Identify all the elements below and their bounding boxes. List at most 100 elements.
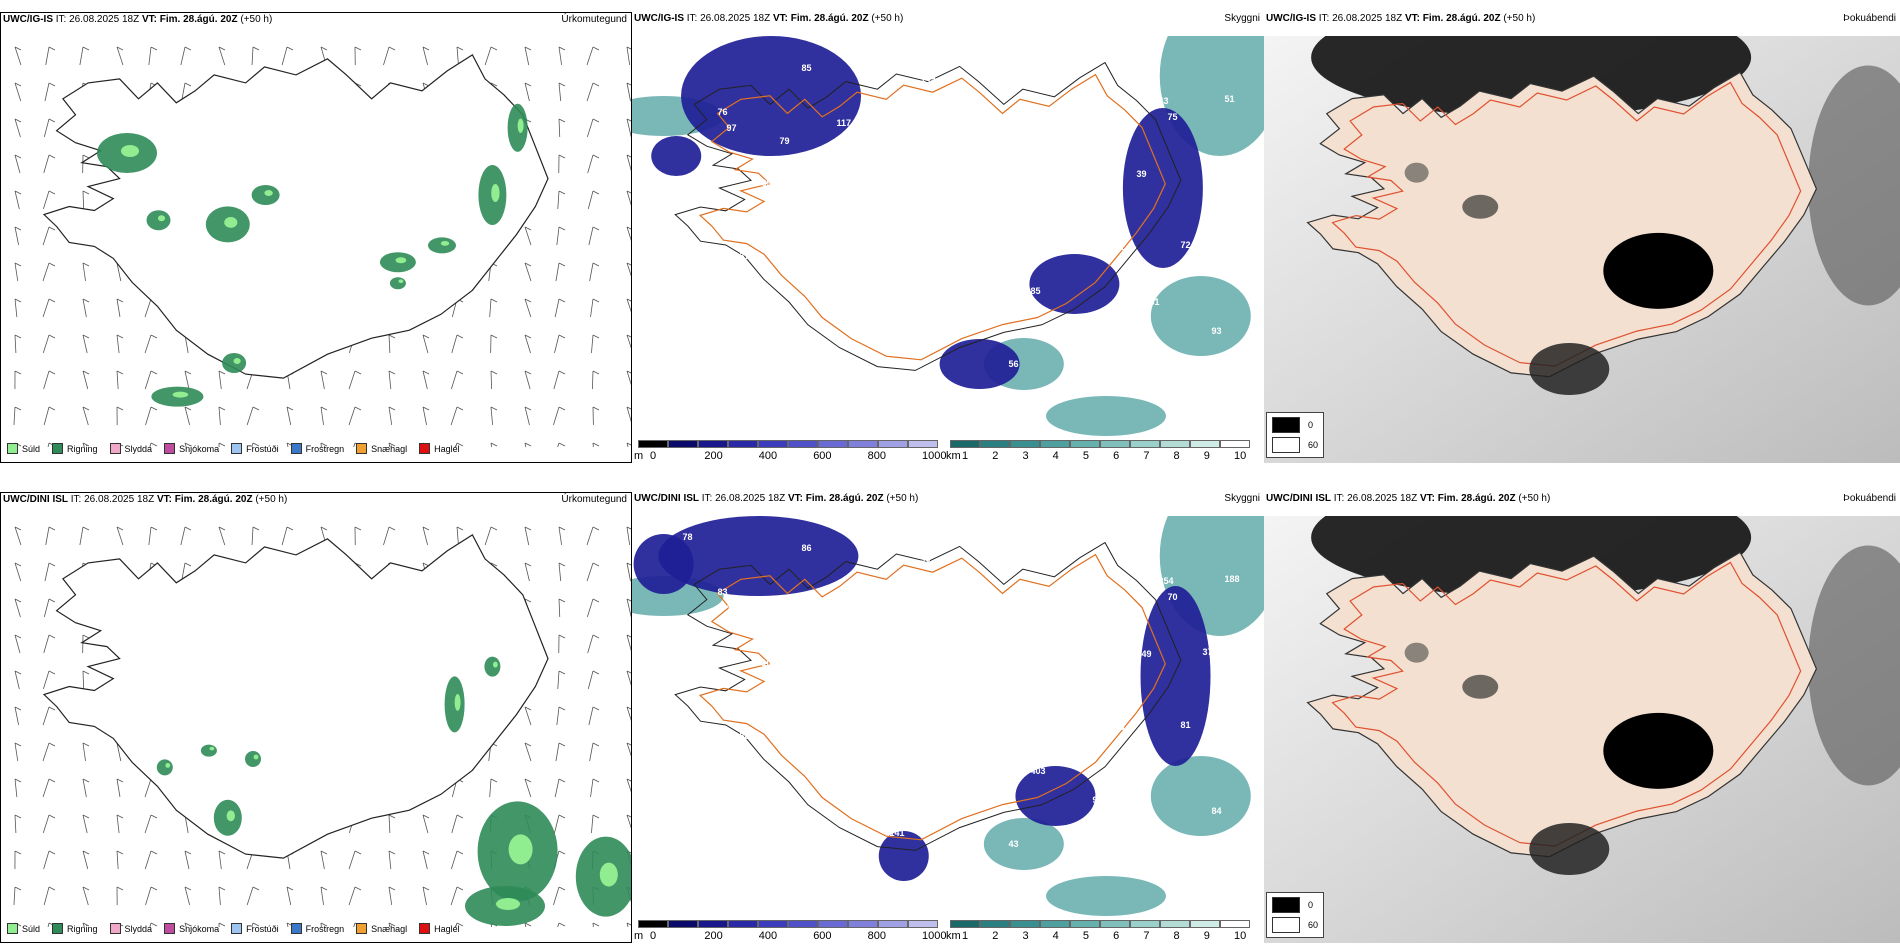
wind-barb-flag <box>150 334 158 339</box>
wind-barb-flag <box>490 442 498 447</box>
wind-barb <box>43 118 50 138</box>
wind-barb <box>149 922 152 927</box>
wind-barb <box>484 46 492 66</box>
wind-barb-flag <box>320 922 328 927</box>
rain-area <box>245 751 261 767</box>
ceiling-value-label: 153 <box>793 744 808 754</box>
ceiling-value-label: 76 <box>705 196 715 206</box>
wind-barb <box>553 886 560 906</box>
ceiling-value-label: 141 <box>890 828 905 838</box>
drizzle-area <box>226 810 235 822</box>
ceiling-value-label: 100 <box>762 658 777 668</box>
wind-barb-flag <box>558 742 566 747</box>
wind-barb-flag <box>252 442 260 447</box>
wind-barb-flag <box>82 670 90 675</box>
precip-legend-label: Frostúði <box>246 443 279 454</box>
wind-barb <box>184 406 191 426</box>
wind-barb-flag <box>388 46 396 51</box>
ceiling-value-label: 101 <box>1018 158 1033 168</box>
lead-time: (+50 h) <box>1503 13 1536 24</box>
wind-barb-flag <box>592 814 600 819</box>
wind-barb-flag <box>82 634 90 639</box>
wind-barb <box>553 370 560 390</box>
init-time: 26.08.2025 18Z <box>715 493 786 504</box>
wind-barb <box>47 922 50 927</box>
wind-barb-flag <box>320 370 328 375</box>
scale-color-step <box>1190 440 1220 448</box>
ceiling-value-label: 87 <box>859 262 869 272</box>
wind-barb-flag <box>82 190 90 195</box>
wind-barb-flag <box>14 562 22 567</box>
ceiling-value-label: 76 <box>718 107 728 117</box>
wind-barb <box>149 442 152 447</box>
ceiling-value-label: 70 <box>1168 592 1178 602</box>
precip-legend-item: Frostúði <box>231 923 279 934</box>
wind-barb-flag <box>388 814 396 819</box>
scale-tick-label: 10 <box>1234 930 1247 942</box>
rain-area <box>156 759 173 776</box>
ceiling-map: 78 87 118 117 143 70 79 86 91 92 96 137 107 73 90 99 85 8… <box>632 516 1264 916</box>
fog-legend-item: 60 <box>1272 437 1318 453</box>
wind-barb-flag <box>388 922 396 927</box>
panel-title-ceiling: Skyggni <box>1224 493 1260 504</box>
scale-color-step <box>668 440 698 448</box>
precip-legend-swatch <box>231 443 243 454</box>
precip-legend-label: Snæhagl <box>371 443 408 454</box>
wind-barb-flag <box>116 814 124 819</box>
wind-barb-flag <box>150 922 158 927</box>
low-ceiling-area <box>878 831 929 881</box>
wind-barb <box>116 370 119 390</box>
wind-barb <box>320 922 322 927</box>
ceiling-value-label: 39 <box>696 180 706 190</box>
wind-barb-flag <box>286 406 294 411</box>
wind-barb-flag <box>592 334 600 339</box>
fog-panel-row2: UWC/DINI ISL IT: 26.08.2025 18Z VT: Fim.… <box>1264 492 1900 943</box>
wind-barb <box>43 598 50 618</box>
rain-area <box>222 353 247 373</box>
wind-barb-flag <box>48 298 56 303</box>
wind-barb-flag <box>14 706 22 711</box>
wind-barb-flag <box>354 850 362 855</box>
wind-barb <box>42 298 50 318</box>
wind-barb <box>558 118 561 138</box>
wind-barb <box>558 562 562 582</box>
wind-barb <box>79 46 84 66</box>
wind-barb <box>388 814 391 834</box>
fog-legend-item: 0 <box>1272 417 1318 433</box>
wind-barb-flag <box>116 46 124 51</box>
wind-barb <box>42 814 50 834</box>
valid-time: Fim. 28.ágú. 20Z <box>159 14 238 25</box>
coastline <box>674 61 1182 371</box>
low-visibility-area <box>1150 756 1251 836</box>
wind-barb-flag <box>524 562 532 567</box>
wind-barb <box>144 814 152 834</box>
panel-header: UWC/DINI ISL IT: 26.08.2025 18Z VT: Fim.… <box>1264 492 1550 506</box>
precip-legend-swatch <box>419 443 431 454</box>
ceiling-value-label: 81 <box>1181 720 1191 730</box>
ceiling-value-label: 40 <box>771 817 781 827</box>
visibility-scale: km 1 2 3 4 5 6 7 8 9 10 <box>944 436 1264 462</box>
wind-barb-flag <box>48 226 56 231</box>
precip-legend-swatch <box>290 443 302 454</box>
wind-barb <box>286 406 292 426</box>
wind-barb <box>589 262 594 282</box>
wind-barb-flag <box>558 82 566 87</box>
wind-barb-flag <box>150 886 158 891</box>
rain-area <box>146 210 171 231</box>
valid-label: VT: <box>787 493 803 504</box>
ceiling-value-label: 188 <box>943 698 958 708</box>
panel-title-ceiling: Skyggni <box>1224 13 1260 24</box>
scale-color-step <box>1130 920 1160 928</box>
precip-legend-label: Rigning <box>67 923 98 934</box>
wind-barb-flag <box>558 706 566 711</box>
wind-barb <box>554 814 560 834</box>
low-visibility-area <box>1046 876 1166 916</box>
wind-barb <box>42 670 50 690</box>
low-ceiling-area <box>681 36 862 156</box>
wind-barb-flag <box>626 370 631 374</box>
scale-color-step <box>1130 440 1160 448</box>
wind-barb-flag <box>82 298 90 303</box>
scale-color-step <box>980 440 1010 448</box>
wind-barb-flag <box>490 778 498 783</box>
wind-barb <box>42 742 50 762</box>
